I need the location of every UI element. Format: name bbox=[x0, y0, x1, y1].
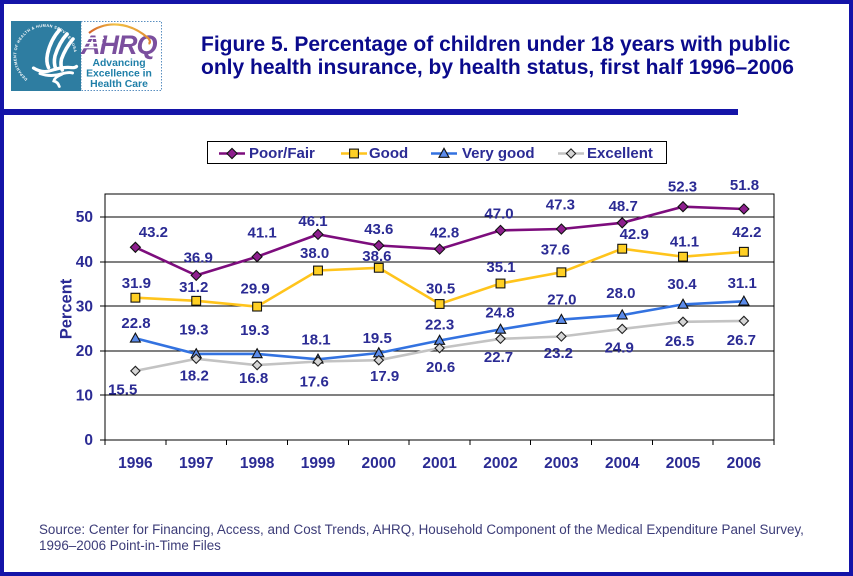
svg-text:24.9: 24.9 bbox=[605, 339, 634, 356]
svg-text:22.3: 22.3 bbox=[425, 317, 454, 334]
svg-text:Good: Good bbox=[369, 145, 408, 162]
svg-text:52.3: 52.3 bbox=[668, 179, 697, 196]
svg-text:27.0: 27.0 bbox=[547, 292, 576, 309]
svg-text:2005: 2005 bbox=[666, 455, 701, 472]
svg-text:47.3: 47.3 bbox=[546, 197, 575, 214]
svg-text:26.5: 26.5 bbox=[665, 333, 694, 350]
svg-text:2002: 2002 bbox=[483, 455, 517, 472]
svg-text:42.8: 42.8 bbox=[430, 224, 459, 241]
svg-text:43.6: 43.6 bbox=[364, 221, 393, 238]
svg-text:1998: 1998 bbox=[240, 455, 275, 472]
svg-text:2003: 2003 bbox=[544, 455, 579, 472]
svg-text:51.8: 51.8 bbox=[730, 177, 759, 194]
svg-text:Excellent: Excellent bbox=[587, 145, 653, 162]
svg-text:10: 10 bbox=[76, 388, 93, 405]
svg-text:15.5: 15.5 bbox=[108, 382, 137, 399]
svg-text:1997: 1997 bbox=[179, 455, 213, 472]
svg-text:2004: 2004 bbox=[605, 455, 640, 472]
svg-text:38.6: 38.6 bbox=[362, 248, 391, 265]
svg-text:41.1: 41.1 bbox=[670, 234, 699, 251]
svg-text:2001: 2001 bbox=[422, 455, 457, 472]
svg-text:37.6: 37.6 bbox=[541, 242, 570, 259]
svg-text:31.2: 31.2 bbox=[179, 279, 208, 296]
svg-text:42.9: 42.9 bbox=[620, 226, 649, 243]
svg-text:30.4: 30.4 bbox=[667, 276, 697, 293]
svg-text:48.7: 48.7 bbox=[609, 198, 638, 215]
svg-text:Percent: Percent bbox=[58, 278, 76, 339]
svg-text:31.9: 31.9 bbox=[122, 275, 151, 292]
svg-text:2006: 2006 bbox=[727, 455, 762, 472]
svg-text:0: 0 bbox=[84, 432, 93, 449]
svg-text:24.8: 24.8 bbox=[485, 304, 514, 321]
svg-text:19.3: 19.3 bbox=[240, 322, 269, 339]
svg-text:Health Care: Health Care bbox=[90, 79, 148, 90]
svg-text:35.1: 35.1 bbox=[486, 259, 515, 276]
svg-text:41.1: 41.1 bbox=[247, 225, 276, 242]
svg-text:50: 50 bbox=[76, 209, 93, 226]
svg-text:29.9: 29.9 bbox=[240, 281, 269, 298]
svg-text:40: 40 bbox=[76, 254, 93, 271]
svg-text:2000: 2000 bbox=[362, 455, 396, 472]
svg-text:Very good: Very good bbox=[462, 145, 535, 162]
svg-text:Excellence in: Excellence in bbox=[86, 69, 152, 80]
svg-text:28.0: 28.0 bbox=[606, 285, 635, 302]
svg-text:17.9: 17.9 bbox=[370, 368, 399, 385]
svg-text:20: 20 bbox=[76, 343, 93, 360]
svg-text:38.0: 38.0 bbox=[300, 245, 329, 262]
svg-text:42.2: 42.2 bbox=[732, 224, 761, 241]
svg-text:30.5: 30.5 bbox=[426, 281, 455, 298]
svg-text:30: 30 bbox=[76, 298, 93, 315]
svg-text:46.1: 46.1 bbox=[298, 213, 327, 230]
svg-text:26.7: 26.7 bbox=[727, 332, 756, 349]
svg-text:20.6: 20.6 bbox=[426, 359, 455, 376]
svg-text:1996: 1996 bbox=[118, 455, 153, 472]
svg-text:Advancing: Advancing bbox=[92, 58, 145, 69]
svg-text:43.2: 43.2 bbox=[139, 224, 168, 241]
svg-text:18.1: 18.1 bbox=[301, 331, 330, 348]
svg-text:23.2: 23.2 bbox=[544, 345, 573, 362]
svg-text:22.7: 22.7 bbox=[484, 349, 513, 366]
svg-text:36.9: 36.9 bbox=[184, 249, 213, 266]
svg-text:22.8: 22.8 bbox=[121, 315, 150, 332]
svg-text:18.2: 18.2 bbox=[180, 367, 209, 384]
svg-text:16.8: 16.8 bbox=[239, 370, 268, 387]
svg-text:47.0: 47.0 bbox=[484, 206, 513, 223]
svg-text:1999: 1999 bbox=[301, 455, 336, 472]
svg-text:19.3: 19.3 bbox=[179, 321, 208, 338]
svg-text:Poor/Fair: Poor/Fair bbox=[249, 145, 315, 162]
svg-text:17.6: 17.6 bbox=[300, 374, 329, 391]
svg-text:19.5: 19.5 bbox=[363, 330, 392, 347]
svg-text:31.1: 31.1 bbox=[728, 275, 757, 292]
